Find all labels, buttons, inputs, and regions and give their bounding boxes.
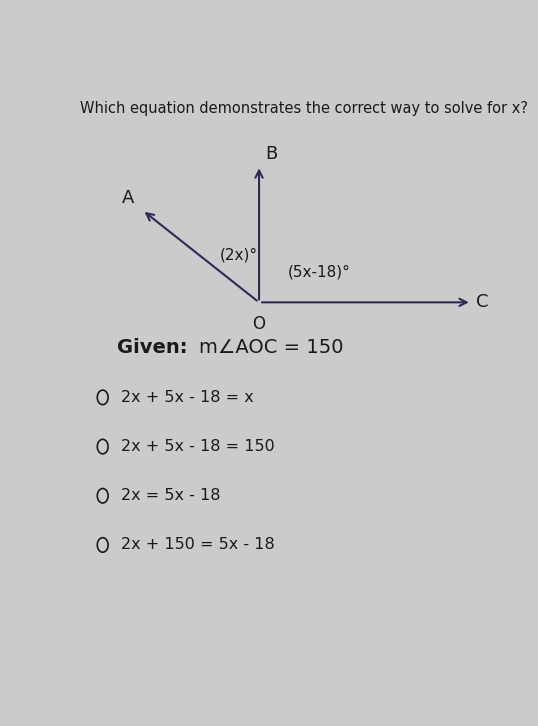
Text: Which equation demonstrates the correct way to solve for x?: Which equation demonstrates the correct … <box>80 101 528 116</box>
Text: (2x)°: (2x)° <box>220 248 258 262</box>
Text: A: A <box>122 189 134 208</box>
Text: 2x + 5x - 18 = 150: 2x + 5x - 18 = 150 <box>121 439 274 454</box>
Text: Given:: Given: <box>117 338 188 356</box>
Text: m∠AOC = 150: m∠AOC = 150 <box>199 338 343 356</box>
Text: 2x = 5x - 18: 2x = 5x - 18 <box>121 489 220 503</box>
Text: 2x + 5x - 18 = x: 2x + 5x - 18 = x <box>121 390 253 405</box>
Text: (5x-18)°: (5x-18)° <box>288 264 351 279</box>
Text: B: B <box>265 144 278 163</box>
Text: C: C <box>476 293 489 311</box>
Text: O: O <box>252 314 266 333</box>
Text: 2x + 150 = 5x - 18: 2x + 150 = 5x - 18 <box>121 537 274 552</box>
